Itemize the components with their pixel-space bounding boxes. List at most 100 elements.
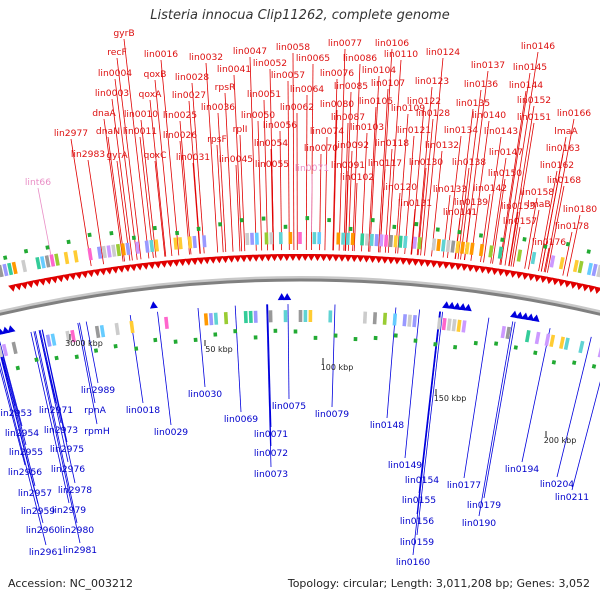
function-box-reverse: [362, 311, 368, 324]
reverse-gene-arrow: [7, 325, 16, 333]
forward-gene-label-line: [239, 134, 246, 252]
forward-gene-arrow: [362, 255, 371, 263]
reverse-gene-label-line: [34, 331, 78, 524]
gc-marker: [313, 335, 318, 340]
forward-gene-arrow: [436, 260, 445, 269]
reverse-gene-label: lin2989: [81, 385, 115, 396]
forward-gene-arrow: [184, 258, 193, 266]
reverse-gene-arrow: [520, 312, 529, 321]
forward-gene-label-line: [87, 159, 104, 265]
forward-gene-arrow: [399, 257, 408, 265]
forward-gene-label: lmaB: [527, 199, 550, 210]
forward-gene-label-line: [512, 226, 521, 267]
reverse-gene-label-line: [41, 329, 76, 484]
reverse-gene-label: rpmH: [84, 426, 109, 437]
function-box-forward: [87, 247, 93, 261]
reverse-gene-label: lin0160: [396, 557, 430, 568]
gc-marker: [373, 335, 378, 341]
forward-gene-label-line: [338, 48, 346, 251]
forward-gene-arrow: [166, 259, 174, 268]
forward-gene-arrow: [558, 278, 566, 287]
scale-markers: 3000 kbp 50 kbp 100 kbp 150 kbp 200 kbp: [65, 334, 576, 445]
function-box-forward: [7, 262, 14, 276]
forward-gene-label: gyrB: [113, 28, 134, 39]
forward-gene-label: lin2983: [71, 149, 105, 160]
function-box-forward: [369, 233, 374, 246]
forward-gene-label: lin0142: [473, 183, 507, 194]
forward-gene-arrow: [466, 264, 475, 272]
function-box-forward: [120, 243, 126, 256]
function-box-reverse: [94, 325, 101, 339]
forward-gene-arrow: [282, 254, 291, 262]
function-box-forward: [11, 261, 18, 275]
gc-marker: [175, 230, 180, 236]
reverse-gene-label: lin2956: [8, 467, 42, 478]
reverse-gene-label: lin0190: [462, 518, 496, 529]
forward-gene-arrow: [221, 255, 230, 264]
forward-gene-label: lin0168: [547, 175, 581, 186]
function-box-forward: [49, 254, 56, 267]
function-box-reverse: [129, 320, 135, 334]
forward-gene-arrow: [368, 255, 377, 263]
function-box-forward: [591, 263, 598, 277]
forward-gene-label-line: [111, 98, 133, 261]
reverse-gene-label: lin0177: [447, 480, 481, 491]
forward-gene-label: lin0010: [124, 109, 158, 120]
forward-gene-arrow: [80, 270, 89, 279]
gc-marker: [586, 249, 591, 254]
forward-gene-label: lin0070: [304, 143, 338, 154]
forward-gene-label-line: [257, 120, 263, 251]
function-box-forward: [341, 232, 346, 245]
gc-marker: [54, 355, 59, 361]
gc-marker: [34, 357, 39, 363]
forward-gene-label: dnaN: [96, 126, 120, 137]
forward-gene-arrow: [570, 281, 578, 289]
function-box-forward: [298, 232, 302, 244]
reverse-gene-arrow: [277, 293, 286, 301]
function-box-reverse: [392, 313, 398, 326]
scale-label: 3000 kbp: [65, 339, 103, 348]
forward-gene-label-line: [397, 113, 409, 254]
forward-gene-label-line: [205, 62, 219, 253]
forward-gene-label-line: [447, 135, 462, 259]
forward-gene-arrow: [594, 286, 600, 295]
forward-gene-label-line: [562, 231, 573, 276]
pseudo-gene-label: lint66: [25, 177, 51, 188]
function-box-forward: [360, 233, 365, 246]
gc-marker: [93, 348, 99, 353]
function-box-reverse: [446, 318, 452, 331]
function-box-forward: [154, 239, 160, 252]
gc-marker: [433, 342, 438, 347]
reverse-gene-label: lin0071: [254, 429, 288, 440]
function-box-reverse: [283, 310, 288, 323]
reverse-gene-label-line: [33, 331, 81, 544]
gene-features: [0, 216, 600, 373]
forward-gene-arrow: [491, 267, 500, 276]
forward-gene-label-line: [510, 122, 535, 267]
reverse-gene-label: lin2957: [18, 488, 52, 499]
forward-gene-arrow: [196, 257, 205, 265]
gc-marker: [435, 227, 440, 232]
forward-gene-arrow: [44, 276, 53, 285]
function-box-forward: [364, 233, 370, 246]
forward-gene-arrow: [276, 254, 285, 262]
function-box-reverse: [500, 325, 507, 339]
reverse-gene-label-line: [0, 343, 27, 446]
function-box-forward: [269, 232, 274, 245]
reverse-gene-label: lin0069: [224, 414, 258, 425]
forward-gene-arrow: [141, 262, 150, 270]
backbone-shadow: [0, 276, 600, 315]
function-box-forward: [497, 246, 504, 259]
reverse-gene-label-line: [463, 317, 490, 479]
function-box-forward: [54, 253, 60, 266]
forward-gene-arrow: [411, 258, 420, 266]
forward-gene-arrow: [14, 282, 22, 291]
reverse-gene-label: lin2971: [39, 405, 73, 416]
forward-gene-label: lin0031: [176, 152, 210, 163]
function-box-forward: [278, 232, 283, 245]
function-box-reverse: [382, 312, 388, 325]
reverse-gene-arrow: [531, 314, 540, 323]
scale-label: 50 kbp: [205, 345, 233, 354]
forward-gene-label-line: [305, 94, 308, 251]
forward-gene-label: lin0138: [452, 157, 486, 168]
